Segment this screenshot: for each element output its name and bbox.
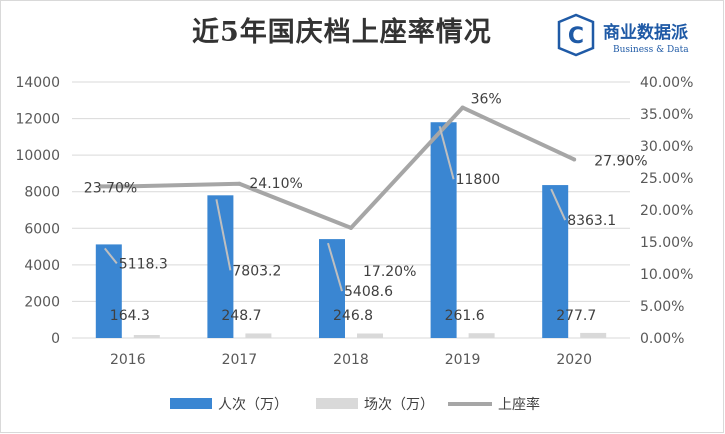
point-occupancy: [349, 225, 353, 230]
data-label-occupancy: 36%: [471, 92, 502, 108]
right-tick-label: 40.00%: [640, 75, 693, 91]
point-occupancy: [572, 157, 577, 162]
legend: 人次（万） 场次（万） 上座率: [170, 396, 540, 413]
data-label-shows: 261.6: [445, 308, 485, 324]
line-occupancy: [99, 105, 576, 230]
data-label-shows: 246.8: [333, 308, 373, 324]
chart-title: 近5年国庆档上座率情况: [192, 17, 492, 48]
right-tick-label: 30.00%: [640, 139, 693, 155]
x-tick-label: 2020: [556, 352, 592, 368]
occupancy-line: [99, 105, 577, 230]
right-tick-label: 25.00%: [640, 171, 693, 187]
point-occupancy: [125, 184, 130, 189]
right-tick-label: 20.00%: [640, 203, 693, 219]
left-tick-label: 14000: [15, 75, 60, 91]
data-label-occupancy: 17.20%: [363, 264, 416, 280]
left-tick-label: 4000: [24, 258, 60, 274]
legend-swatch-shows: [316, 398, 358, 409]
data-label-people: 11800: [456, 172, 501, 188]
data-label-occupancy: 27.90%: [594, 153, 647, 169]
right-axis: 0.00% 5.00% 10.00% 15.00% 20.00% 25.00% 30.00%…: [640, 75, 693, 347]
x-tick-label: 2016: [110, 352, 146, 368]
right-tick-label: 5.00%: [640, 299, 684, 315]
point-occupancy: [460, 105, 465, 110]
right-tick-label: 0.00%: [640, 331, 684, 347]
data-labels: 5118.3 7803.2 5408.6 11800 8363.1 164.3 248.7 2…: [84, 92, 648, 324]
bar-shows: [357, 333, 383, 338]
leader-line: [104, 247, 118, 265]
right-tick-label: 35.00%: [640, 107, 693, 123]
bar-shows: [245, 333, 272, 338]
point-occupancy: [237, 181, 242, 186]
data-label-shows: 164.3: [110, 308, 150, 324]
label-leaders: [104, 125, 567, 292]
bar-shows: [468, 333, 495, 338]
data-label-people: 8363.1: [567, 213, 616, 229]
left-tick-label: 2000: [24, 294, 60, 310]
logo-badge-icon: C: [557, 13, 595, 57]
logo-badge-letter: C: [568, 24, 584, 49]
brand-logo: C 商业数据派 Business & Data: [553, 10, 725, 64]
legend-label-people: 人次（万）: [218, 397, 288, 413]
bar-shows: [133, 334, 160, 338]
right-tick-label: 10.00%: [640, 267, 693, 283]
data-label-occupancy: 24.10%: [249, 176, 302, 192]
left-tick-label: 10000: [15, 148, 60, 164]
left-tick-label: 8000: [24, 185, 60, 201]
data-label-people: 7803.2: [232, 263, 281, 279]
data-label-occupancy: 23.70%: [84, 180, 137, 196]
left-tick-label: 12000: [15, 112, 60, 128]
left-axis: 0 2000 4000 6000 8000 10000 12000 14000: [15, 75, 60, 347]
right-tick-label: 15.00%: [640, 235, 693, 251]
logo-name: 商业数据派: [603, 23, 688, 43]
bar-shows: [580, 332, 607, 338]
x-tick-label: 2017: [222, 352, 258, 368]
leader-line: [215, 199, 232, 271]
left-tick-label: 6000: [24, 221, 60, 237]
data-label-people: 5408.6: [344, 284, 393, 300]
leader-line: [550, 188, 567, 221]
bar-people: [542, 185, 569, 338]
data-label-people: 5118.3: [119, 256, 168, 272]
x-axis: 2016 2017 2018 2019 2020: [110, 352, 592, 368]
logo-subtitle: Business & Data: [613, 45, 689, 55]
data-label-shows: 248.7: [221, 308, 261, 324]
x-tick-label: 2018: [333, 352, 369, 368]
left-tick-label: 0: [51, 331, 60, 347]
legend-label-occupancy: 上座率: [498, 396, 540, 413]
bar-people: [95, 244, 122, 338]
bars: [95, 122, 607, 338]
bar-people: [430, 122, 457, 338]
leader-line: [327, 242, 343, 292]
leader-line: [438, 125, 455, 180]
x-tick-label: 2019: [445, 352, 481, 368]
data-label-shows: 277.7: [556, 308, 596, 324]
legend-label-shows: 场次（万）: [364, 397, 434, 413]
legend-swatch-people: [170, 398, 212, 409]
